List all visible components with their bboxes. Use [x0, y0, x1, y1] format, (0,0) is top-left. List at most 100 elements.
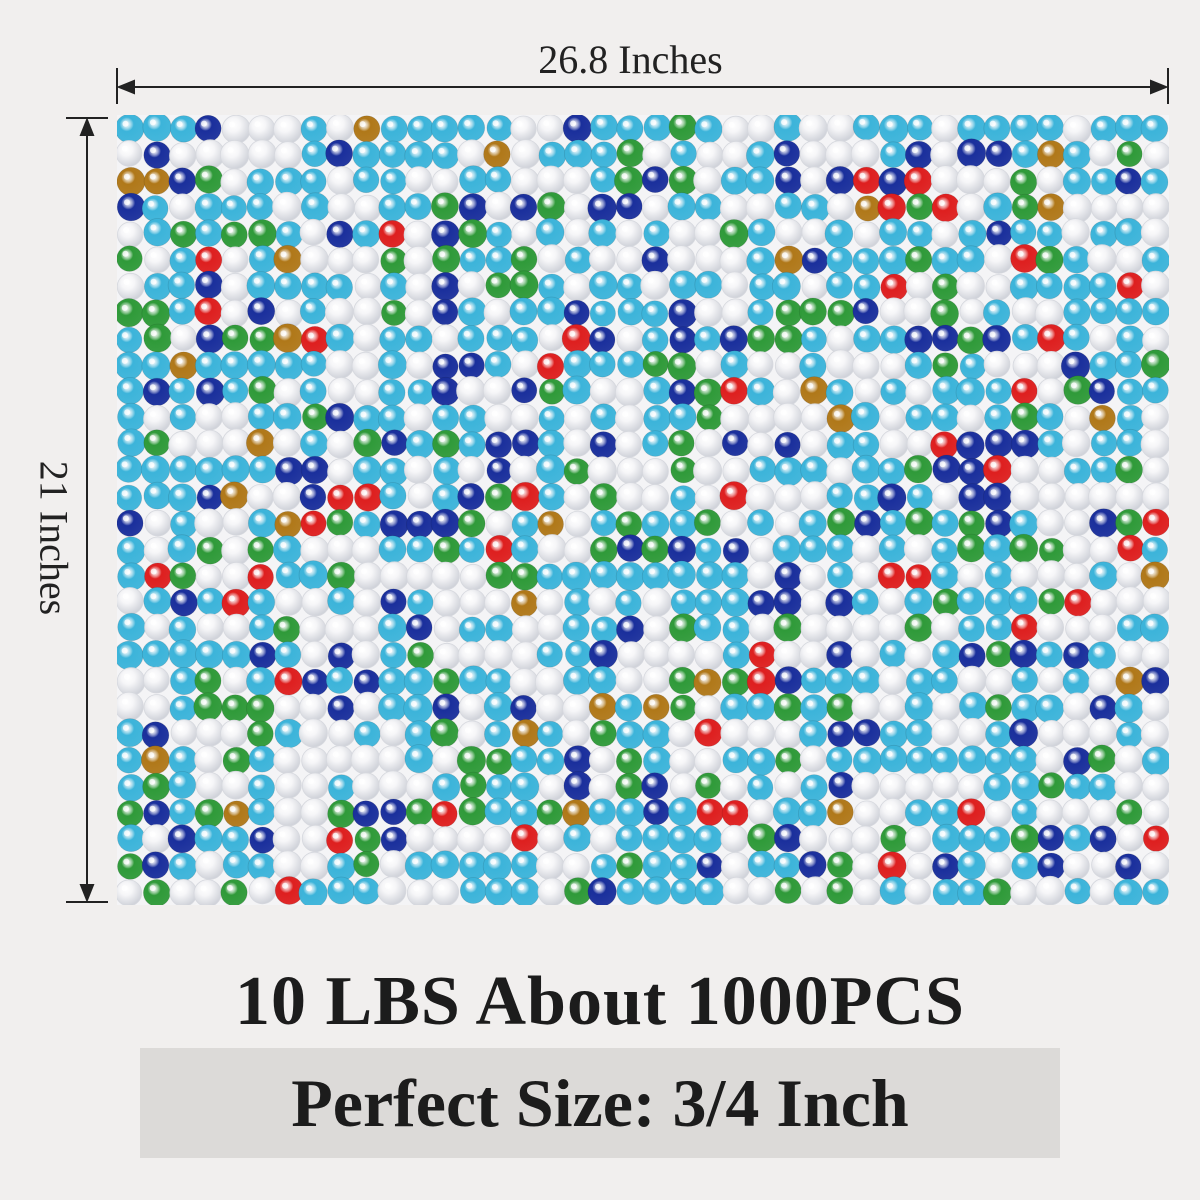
- gem-light-blue: [325, 323, 355, 354]
- gem-clear: [1061, 218, 1090, 247]
- gem-highlight: [281, 385, 288, 392]
- gem-dark-blue: [587, 877, 617, 905]
- gem-clear: [1142, 193, 1169, 221]
- gem-highlight: [465, 304, 472, 311]
- gem-light-blue: [403, 693, 433, 724]
- gem-highlight: [359, 226, 366, 233]
- gem-highlight: [807, 700, 813, 707]
- gem-highlight: [806, 647, 813, 654]
- gem-highlight: [964, 620, 971, 627]
- gem-amber: [642, 693, 670, 721]
- gem-clear: [351, 535, 380, 565]
- gem-clear: [298, 718, 328, 748]
- gem-highlight: [1096, 515, 1103, 522]
- gem-highlight: [702, 251, 709, 258]
- gem-highlight: [700, 463, 707, 469]
- gem-highlight: [544, 489, 551, 496]
- gem-green: [458, 796, 488, 826]
- gem-highlight: [1018, 146, 1025, 153]
- gem-highlight: [307, 646, 314, 653]
- gem-light-blue: [378, 193, 407, 222]
- gem-highlight: [490, 356, 497, 363]
- gem-highlight: [992, 646, 998, 653]
- gem-highlight: [411, 331, 418, 338]
- gem-clear: [851, 825, 880, 855]
- gem-clear: [930, 165, 960, 195]
- gem-highlight: [860, 226, 866, 233]
- gem-highlight: [123, 858, 130, 865]
- gem-highlight: [439, 673, 446, 680]
- gem-light-blue: [169, 666, 199, 696]
- gem-highlight: [280, 147, 287, 154]
- gem-clear: [719, 194, 749, 223]
- gem-highlight: [597, 831, 604, 838]
- gem-highlight: [912, 514, 919, 520]
- gem-highlight: [359, 856, 366, 863]
- gem-highlight: [440, 542, 446, 549]
- gem-highlight: [808, 224, 814, 231]
- gem-light-blue: [220, 195, 248, 222]
- gem-highlight: [255, 382, 262, 389]
- gem-clear: [144, 246, 171, 274]
- gem-highlight: [726, 226, 733, 232]
- gem-light-blue: [957, 878, 987, 905]
- gem-highlight: [1096, 543, 1103, 550]
- gem-highlight: [202, 435, 209, 442]
- gem-highlight: [1123, 278, 1130, 285]
- gem-clear: [747, 431, 774, 459]
- gem-light-blue: [325, 666, 354, 694]
- gem-light-blue: [117, 774, 146, 802]
- gem-clear: [299, 615, 327, 643]
- gem-highlight: [911, 619, 918, 626]
- gem-highlight: [911, 569, 918, 576]
- gem-clear: [853, 878, 882, 905]
- gem-highlight: [121, 490, 128, 497]
- gem-light-blue: [590, 853, 617, 880]
- gem-dark-blue: [828, 771, 856, 799]
- gem-clear: [379, 561, 410, 591]
- gem-highlight: [411, 252, 418, 259]
- gem-highlight: [887, 331, 893, 338]
- gem-highlight: [1044, 199, 1050, 206]
- gem-light-blue: [168, 615, 197, 644]
- gem-light-blue: [904, 351, 933, 380]
- gem-highlight: [1096, 226, 1103, 233]
- gem-light-blue: [482, 852, 512, 882]
- gem-red: [877, 562, 906, 590]
- gem-light-blue: [955, 377, 986, 407]
- gem-light-blue: [380, 115, 408, 143]
- gem-highlight: [753, 147, 760, 154]
- gem-highlight: [964, 200, 971, 206]
- gem-highlight: [122, 383, 129, 390]
- gem-clear: [221, 536, 251, 566]
- gem-clear: [825, 140, 855, 170]
- gem-highlight: [569, 463, 576, 470]
- gem-clear: [563, 273, 592, 302]
- gem-light-blue: [720, 693, 750, 723]
- gem-highlight: [675, 672, 682, 679]
- gem-highlight: [729, 463, 735, 470]
- gem-highlight: [203, 146, 210, 153]
- gem-clear: [1062, 535, 1093, 565]
- gem-highlight: [1044, 436, 1051, 443]
- gem-clear: [878, 798, 907, 827]
- gem-dark-blue: [825, 166, 855, 196]
- gem-highlight: [1042, 278, 1049, 285]
- gem-clear: [720, 510, 748, 538]
- gem-light-blue: [825, 746, 853, 773]
- gem-light-blue: [431, 142, 460, 170]
- gem-light-blue: [720, 350, 749, 379]
- gem-highlight: [148, 752, 155, 759]
- gem-highlight: [727, 277, 734, 284]
- gem-green: [353, 850, 380, 878]
- gem-green: [615, 772, 643, 801]
- gem-light-blue: [1090, 167, 1119, 196]
- gem-dark-blue: [1010, 429, 1041, 460]
- gem-highlight: [385, 674, 392, 680]
- gem-highlight: [255, 331, 262, 338]
- gem-highlight: [518, 884, 525, 891]
- gem-highlight: [438, 383, 445, 390]
- gem-highlight: [807, 382, 814, 389]
- gem-highlight: [570, 279, 577, 286]
- gem-light-blue: [877, 457, 906, 486]
